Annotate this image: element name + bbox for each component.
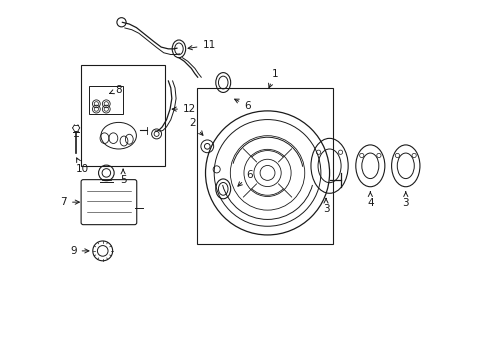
Text: 10: 10 bbox=[76, 158, 89, 174]
Bar bbox=[89, 86, 122, 114]
Text: 4: 4 bbox=[366, 192, 373, 208]
Text: 7: 7 bbox=[61, 197, 79, 207]
Text: 6: 6 bbox=[234, 99, 250, 111]
Bar bbox=[196, 88, 332, 244]
Text: 6: 6 bbox=[238, 170, 253, 186]
Text: 8: 8 bbox=[109, 85, 122, 95]
Text: 5: 5 bbox=[120, 169, 126, 185]
Text: 11: 11 bbox=[188, 40, 215, 50]
Text: 2: 2 bbox=[189, 118, 203, 135]
Text: 12: 12 bbox=[172, 104, 196, 114]
Bar bbox=[81, 65, 164, 166]
Text: 9: 9 bbox=[70, 246, 89, 256]
Text: 1: 1 bbox=[268, 69, 277, 88]
Text: 3: 3 bbox=[322, 198, 328, 214]
Text: 3: 3 bbox=[402, 192, 408, 208]
